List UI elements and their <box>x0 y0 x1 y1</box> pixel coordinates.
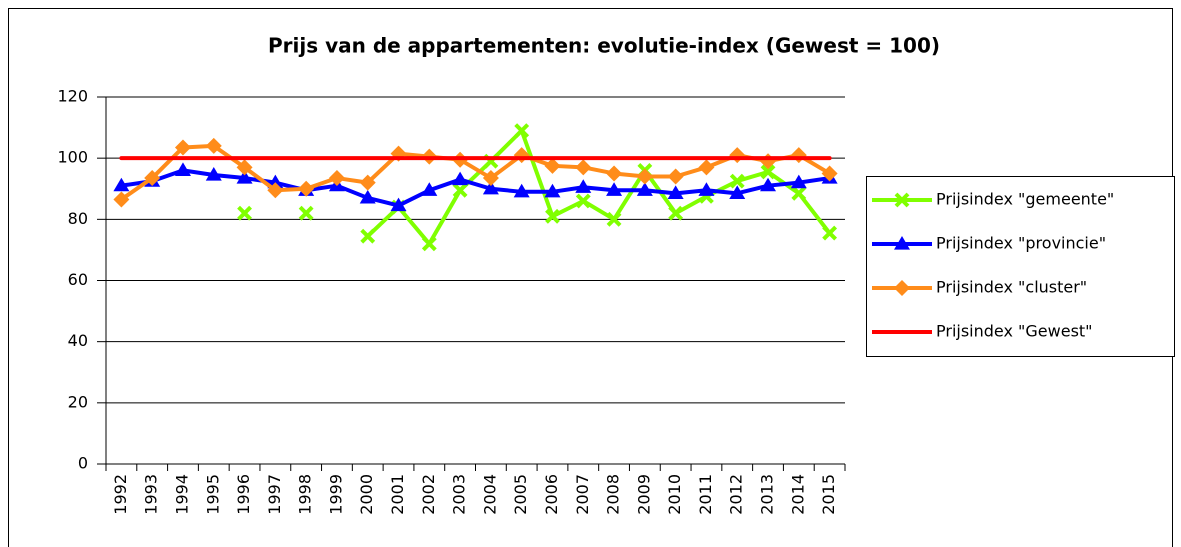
point-marker <box>667 168 684 185</box>
legend-label: Prijsindex "provincie" <box>936 234 1106 253</box>
point-marker <box>113 191 130 208</box>
x-tick-label: 2001 <box>388 474 407 515</box>
point-marker <box>606 165 623 182</box>
point-marker <box>236 170 253 184</box>
point-marker <box>205 166 222 181</box>
x-tick-label: 1993 <box>142 474 161 515</box>
series-line <box>119 168 832 208</box>
x-tick-label: 2002 <box>419 474 438 515</box>
y-tick-label: 80 <box>68 209 88 228</box>
point-marker <box>636 168 653 185</box>
point-marker <box>698 159 715 176</box>
point-marker <box>545 208 560 224</box>
x-tick-label: 2015 <box>819 474 838 515</box>
point-marker <box>822 225 838 241</box>
point-marker <box>544 157 561 174</box>
x-tick-label: 1992 <box>111 474 130 515</box>
y-tick-label: 20 <box>68 392 88 411</box>
point-marker <box>729 173 745 189</box>
x-tick-label: 2006 <box>542 474 561 515</box>
x-tick-label: 1997 <box>265 474 284 515</box>
point-marker <box>236 159 253 176</box>
x-tick-label: 1996 <box>234 474 253 515</box>
point-marker <box>606 211 622 227</box>
point-marker <box>606 182 623 196</box>
point-marker <box>575 179 592 193</box>
point-marker <box>421 182 438 196</box>
point-marker <box>575 193 591 209</box>
point-marker <box>298 180 315 197</box>
y-tick-label: 60 <box>68 270 88 289</box>
x-tick-label: 2000 <box>357 474 376 515</box>
point-marker <box>729 185 746 199</box>
y-tick-label: 0 <box>78 454 88 473</box>
point-marker <box>174 139 191 156</box>
point-marker <box>760 164 776 180</box>
point-marker <box>267 182 284 199</box>
x-tick-label: 2013 <box>758 474 777 515</box>
point-marker <box>894 280 910 296</box>
x-tick-label: 2003 <box>450 474 469 515</box>
y-tick-label: 120 <box>57 87 88 106</box>
x-tick-label: 1998 <box>296 474 315 515</box>
x-tick-label: 2008 <box>604 474 623 515</box>
point-marker <box>894 236 910 250</box>
y-tick-label: 40 <box>68 331 88 350</box>
point-marker <box>298 205 314 221</box>
point-marker <box>514 123 530 139</box>
point-marker <box>513 183 530 198</box>
point-marker <box>894 192 910 208</box>
legend-box <box>866 176 1175 357</box>
point-marker <box>636 182 653 196</box>
x-tick-label: 2012 <box>727 474 746 515</box>
series-line <box>365 128 832 246</box>
point-marker <box>359 174 376 191</box>
x-tick-label: 2004 <box>480 474 499 515</box>
x-tick-label: 1994 <box>172 474 191 515</box>
x-tick-label: 2014 <box>788 474 807 515</box>
point-marker <box>174 162 191 176</box>
legend-label: Prijsindex "gemeente" <box>936 190 1114 209</box>
x-tick-label: 2010 <box>665 474 684 515</box>
x-tick-label: 2005 <box>511 474 530 515</box>
point-marker <box>113 177 130 192</box>
point-marker <box>790 174 807 189</box>
point-marker <box>482 170 499 187</box>
point-marker <box>821 165 838 182</box>
point-marker <box>421 236 437 252</box>
point-marker <box>575 159 592 176</box>
point-marker <box>360 228 376 244</box>
point-marker <box>760 177 777 192</box>
x-tick-label: 2011 <box>696 474 715 515</box>
chart-title: Prijs van de appartementen: evolutie-ind… <box>268 34 940 58</box>
point-marker <box>237 205 252 221</box>
point-marker <box>390 197 407 212</box>
point-marker <box>452 182 468 198</box>
x-tick-label: 2009 <box>634 474 653 515</box>
point-marker <box>452 171 469 186</box>
y-tick-label: 100 <box>57 148 88 167</box>
point-marker <box>668 205 684 221</box>
x-tick-label: 1995 <box>203 474 222 515</box>
point-marker <box>205 137 222 154</box>
point-marker <box>482 180 499 195</box>
x-tick-label: 1999 <box>326 474 345 515</box>
legend-label: Prijsindex "Gewest" <box>936 322 1093 341</box>
point-marker <box>698 182 715 196</box>
point-marker <box>791 185 807 201</box>
point-marker <box>544 183 561 198</box>
legend-label: Prijsindex "cluster" <box>936 278 1087 297</box>
point-marker <box>328 170 345 187</box>
x-tick-label: 2007 <box>573 474 592 515</box>
point-marker <box>667 185 684 199</box>
point-marker <box>144 170 161 187</box>
point-marker <box>359 189 376 204</box>
